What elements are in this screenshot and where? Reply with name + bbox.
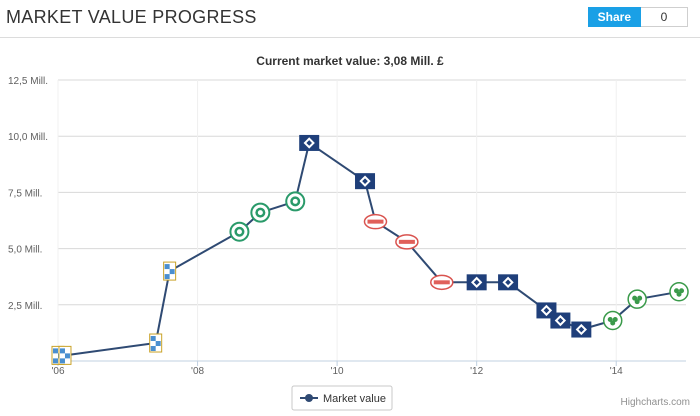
page-title: MARKET VALUE PROGRESS bbox=[6, 7, 257, 27]
y-tick-label: 7,5 Mill. bbox=[8, 188, 42, 199]
share-count: 0 bbox=[641, 7, 688, 27]
chart-subtitle: Current market value: 3,08 Mill. £ bbox=[256, 54, 444, 68]
legend-label: Market value bbox=[323, 393, 386, 405]
share-button[interactable]: Share bbox=[587, 7, 641, 27]
share-group: Share 0 bbox=[587, 7, 688, 27]
y-tick-label: 12,5 Mill. bbox=[8, 76, 48, 87]
x-tick-label: '12 bbox=[470, 366, 483, 377]
x-tick-label: '10 bbox=[331, 366, 344, 377]
data-point-crest-navy[interactable] bbox=[299, 134, 320, 151]
legend[interactable]: Market value bbox=[291, 385, 393, 411]
data-point-crest-navy[interactable] bbox=[550, 312, 571, 329]
data-point-crest-blue[interactable] bbox=[163, 261, 177, 281]
x-tick-label: '06 bbox=[51, 366, 64, 377]
data-point-crest-navy[interactable] bbox=[355, 173, 376, 190]
data-point-crest-clover[interactable] bbox=[669, 282, 689, 302]
x-tick-label: '08 bbox=[191, 366, 204, 377]
header: MARKET VALUE PROGRESS Share 0 bbox=[0, 0, 700, 38]
data-point-crest-navy[interactable] bbox=[466, 274, 487, 291]
data-point-crest-navy[interactable] bbox=[571, 321, 592, 338]
y-tick-label: 2,5 Mill. bbox=[8, 301, 42, 312]
data-point-crest-blue[interactable] bbox=[58, 345, 72, 365]
data-point-crest-blue[interactable] bbox=[149, 333, 163, 353]
data-point-crest-red[interactable] bbox=[363, 213, 388, 230]
x-tick-label: '14 bbox=[610, 366, 623, 377]
y-tick-label: 5,0 Mill. bbox=[8, 245, 42, 256]
legend-marker bbox=[305, 394, 313, 402]
data-point-crest-red[interactable] bbox=[395, 234, 419, 250]
data-point-crest-green[interactable] bbox=[285, 191, 306, 212]
data-point-crest-navy[interactable] bbox=[498, 274, 519, 291]
data-point-crest-red[interactable] bbox=[430, 274, 454, 291]
y-tick-label: 10,0 Mill. bbox=[8, 132, 48, 143]
legend-box bbox=[291, 385, 393, 411]
data-point-crest-green[interactable] bbox=[229, 221, 250, 242]
data-point-crest-clover[interactable] bbox=[627, 289, 647, 309]
data-point-crest-green[interactable] bbox=[250, 202, 271, 223]
data-point-crest-clover[interactable] bbox=[602, 310, 623, 331]
chart-credit[interactable]: Highcharts.com bbox=[621, 397, 690, 408]
